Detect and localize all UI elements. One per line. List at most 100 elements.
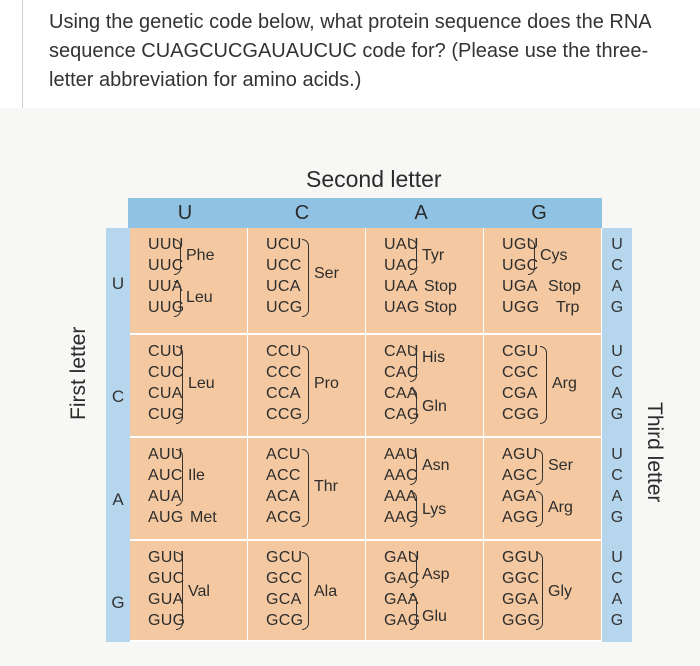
codon-brace xyxy=(302,449,309,527)
codon-brace xyxy=(176,449,183,506)
first-base-label: C xyxy=(111,387,125,406)
codon: CUA xyxy=(148,385,183,402)
amino-acid-label: Pro xyxy=(314,374,339,392)
codon-brace xyxy=(410,239,417,275)
third-base-label: C xyxy=(611,364,623,381)
question-text: Using the genetic code below, what prote… xyxy=(49,11,651,91)
codon-brace xyxy=(176,552,183,630)
codon-brace xyxy=(540,346,547,424)
codon: CCG xyxy=(266,406,303,423)
amino-acid-label: Leu xyxy=(186,288,213,306)
second-base-header: G xyxy=(531,202,547,224)
third-base-label: G xyxy=(610,509,624,526)
amino-acid-label: Ile xyxy=(188,467,205,484)
codon: GGG xyxy=(502,612,541,629)
codon-block: ACU ACC ACA ACG Thr xyxy=(248,438,366,541)
codon-block: UUU UUC UUA UUG Phe Leu xyxy=(130,228,248,335)
codon-brace xyxy=(174,239,181,275)
codon-block: UGU UGC UGA UGG Cys Stop Trp xyxy=(484,228,602,335)
codon-brace xyxy=(410,594,417,630)
amino-acid-label: Tyr xyxy=(422,246,445,264)
codon-brace xyxy=(176,346,183,424)
amino-acid-label: Ser xyxy=(314,265,339,283)
codon: GUA xyxy=(148,591,184,608)
amino-acid-label: Lys xyxy=(422,500,447,518)
third-base-label: U xyxy=(611,446,623,463)
amino-acid-label: Stop xyxy=(424,299,457,316)
third-base-label: U xyxy=(611,236,623,253)
amino-acid-label: Gly xyxy=(548,582,572,600)
amino-acid-label: Ala xyxy=(314,582,338,600)
first-base-label: U xyxy=(111,274,125,293)
codon-block: CUU CUC CUA CUG Leu xyxy=(130,335,248,438)
amino-acid-label: Met xyxy=(190,509,217,526)
codon: UCC xyxy=(266,257,302,274)
codon-block: GAU GAC GAA GAG Asp Glu xyxy=(366,541,484,642)
codon: CGU xyxy=(502,343,539,360)
codon-block: CCU CCC CCA CCG Pro xyxy=(248,335,366,438)
amino-acid-label: Leu xyxy=(188,374,215,392)
codon: GCA xyxy=(266,591,302,608)
first-letter-column xyxy=(106,228,130,642)
third-letter-column xyxy=(602,228,632,642)
codon: UAG xyxy=(384,299,420,316)
codon: GCC xyxy=(266,570,303,587)
codon: UCU xyxy=(266,236,302,253)
codon-block: UAU UAC UAA UAG Tyr Stop Stop xyxy=(366,228,484,335)
codon-brace xyxy=(410,449,417,485)
codon-block: AAU AAC AAA AAG Asn Lys xyxy=(366,438,484,541)
amino-acid-label: Ser xyxy=(548,456,573,474)
third-base-label: G xyxy=(610,406,624,423)
codon: AGG xyxy=(502,509,539,526)
codon: AGU xyxy=(502,446,538,463)
second-letter-header-row: U C A G xyxy=(128,198,602,228)
codon-brace xyxy=(302,239,309,317)
codon: GUC xyxy=(148,570,185,587)
codon: UAA xyxy=(384,278,418,295)
amino-acid-label: Arg xyxy=(548,498,573,516)
codon: UGG xyxy=(502,299,540,316)
amino-acid-label: Gln xyxy=(422,397,447,415)
second-base-header: C xyxy=(294,202,310,224)
third-base-label: G xyxy=(610,612,624,629)
codon: AUA xyxy=(148,488,182,505)
amino-acid-label: His xyxy=(422,349,446,367)
question-card: Using the genetic code below, what prote… xyxy=(22,0,700,108)
codon: AGA xyxy=(502,488,537,505)
codon: GGC xyxy=(502,570,540,587)
codon: UCA xyxy=(266,278,301,295)
first-letter-label: First letter xyxy=(67,326,90,420)
third-base-label: U xyxy=(611,343,623,360)
codon-brace xyxy=(410,346,417,382)
codon: ACG xyxy=(266,509,302,526)
codon-brace xyxy=(410,388,417,424)
codon-block: CAU CAC CAA CAG His Gln xyxy=(366,335,484,438)
amino-acid-label: Stop xyxy=(424,278,457,295)
codon-block: UCU UCC UCA UCG Ser xyxy=(248,228,366,335)
codon: ACA xyxy=(266,488,300,505)
codon: GGU xyxy=(502,549,540,566)
codon-brace xyxy=(536,552,543,630)
codon: ACU xyxy=(266,446,301,463)
codon-brace xyxy=(410,552,417,588)
first-base-label: A xyxy=(112,490,124,509)
third-base-label: A xyxy=(611,591,623,608)
codon: CGC xyxy=(502,364,539,381)
codon: AUC xyxy=(148,467,183,484)
codon-block: GUU GUC GUA GUG Val xyxy=(130,541,248,642)
second-letter-label: Second letter xyxy=(306,166,442,192)
codon-block: AUU AUC AUA AUG Ile Met xyxy=(130,438,248,541)
codon: AUU xyxy=(148,446,183,463)
second-base-header: U xyxy=(177,202,193,224)
codon: CCC xyxy=(266,364,302,381)
codon-grid: UUU UUC UUA UUG Phe Leu UCU UCC UCA UCG Ser UAU UAC U… xyxy=(130,228,602,642)
codon: CCU xyxy=(266,343,302,360)
third-base-label: C xyxy=(611,570,623,587)
amino-acid-label: Val xyxy=(188,582,210,600)
amino-acid-label: Glu xyxy=(422,607,447,625)
amino-acid-label: Asn xyxy=(422,456,450,474)
third-base-label: A xyxy=(611,385,623,402)
third-base-label: G xyxy=(610,299,624,316)
codon: CGA xyxy=(502,385,538,402)
amino-acid-label: Arg xyxy=(552,374,577,392)
